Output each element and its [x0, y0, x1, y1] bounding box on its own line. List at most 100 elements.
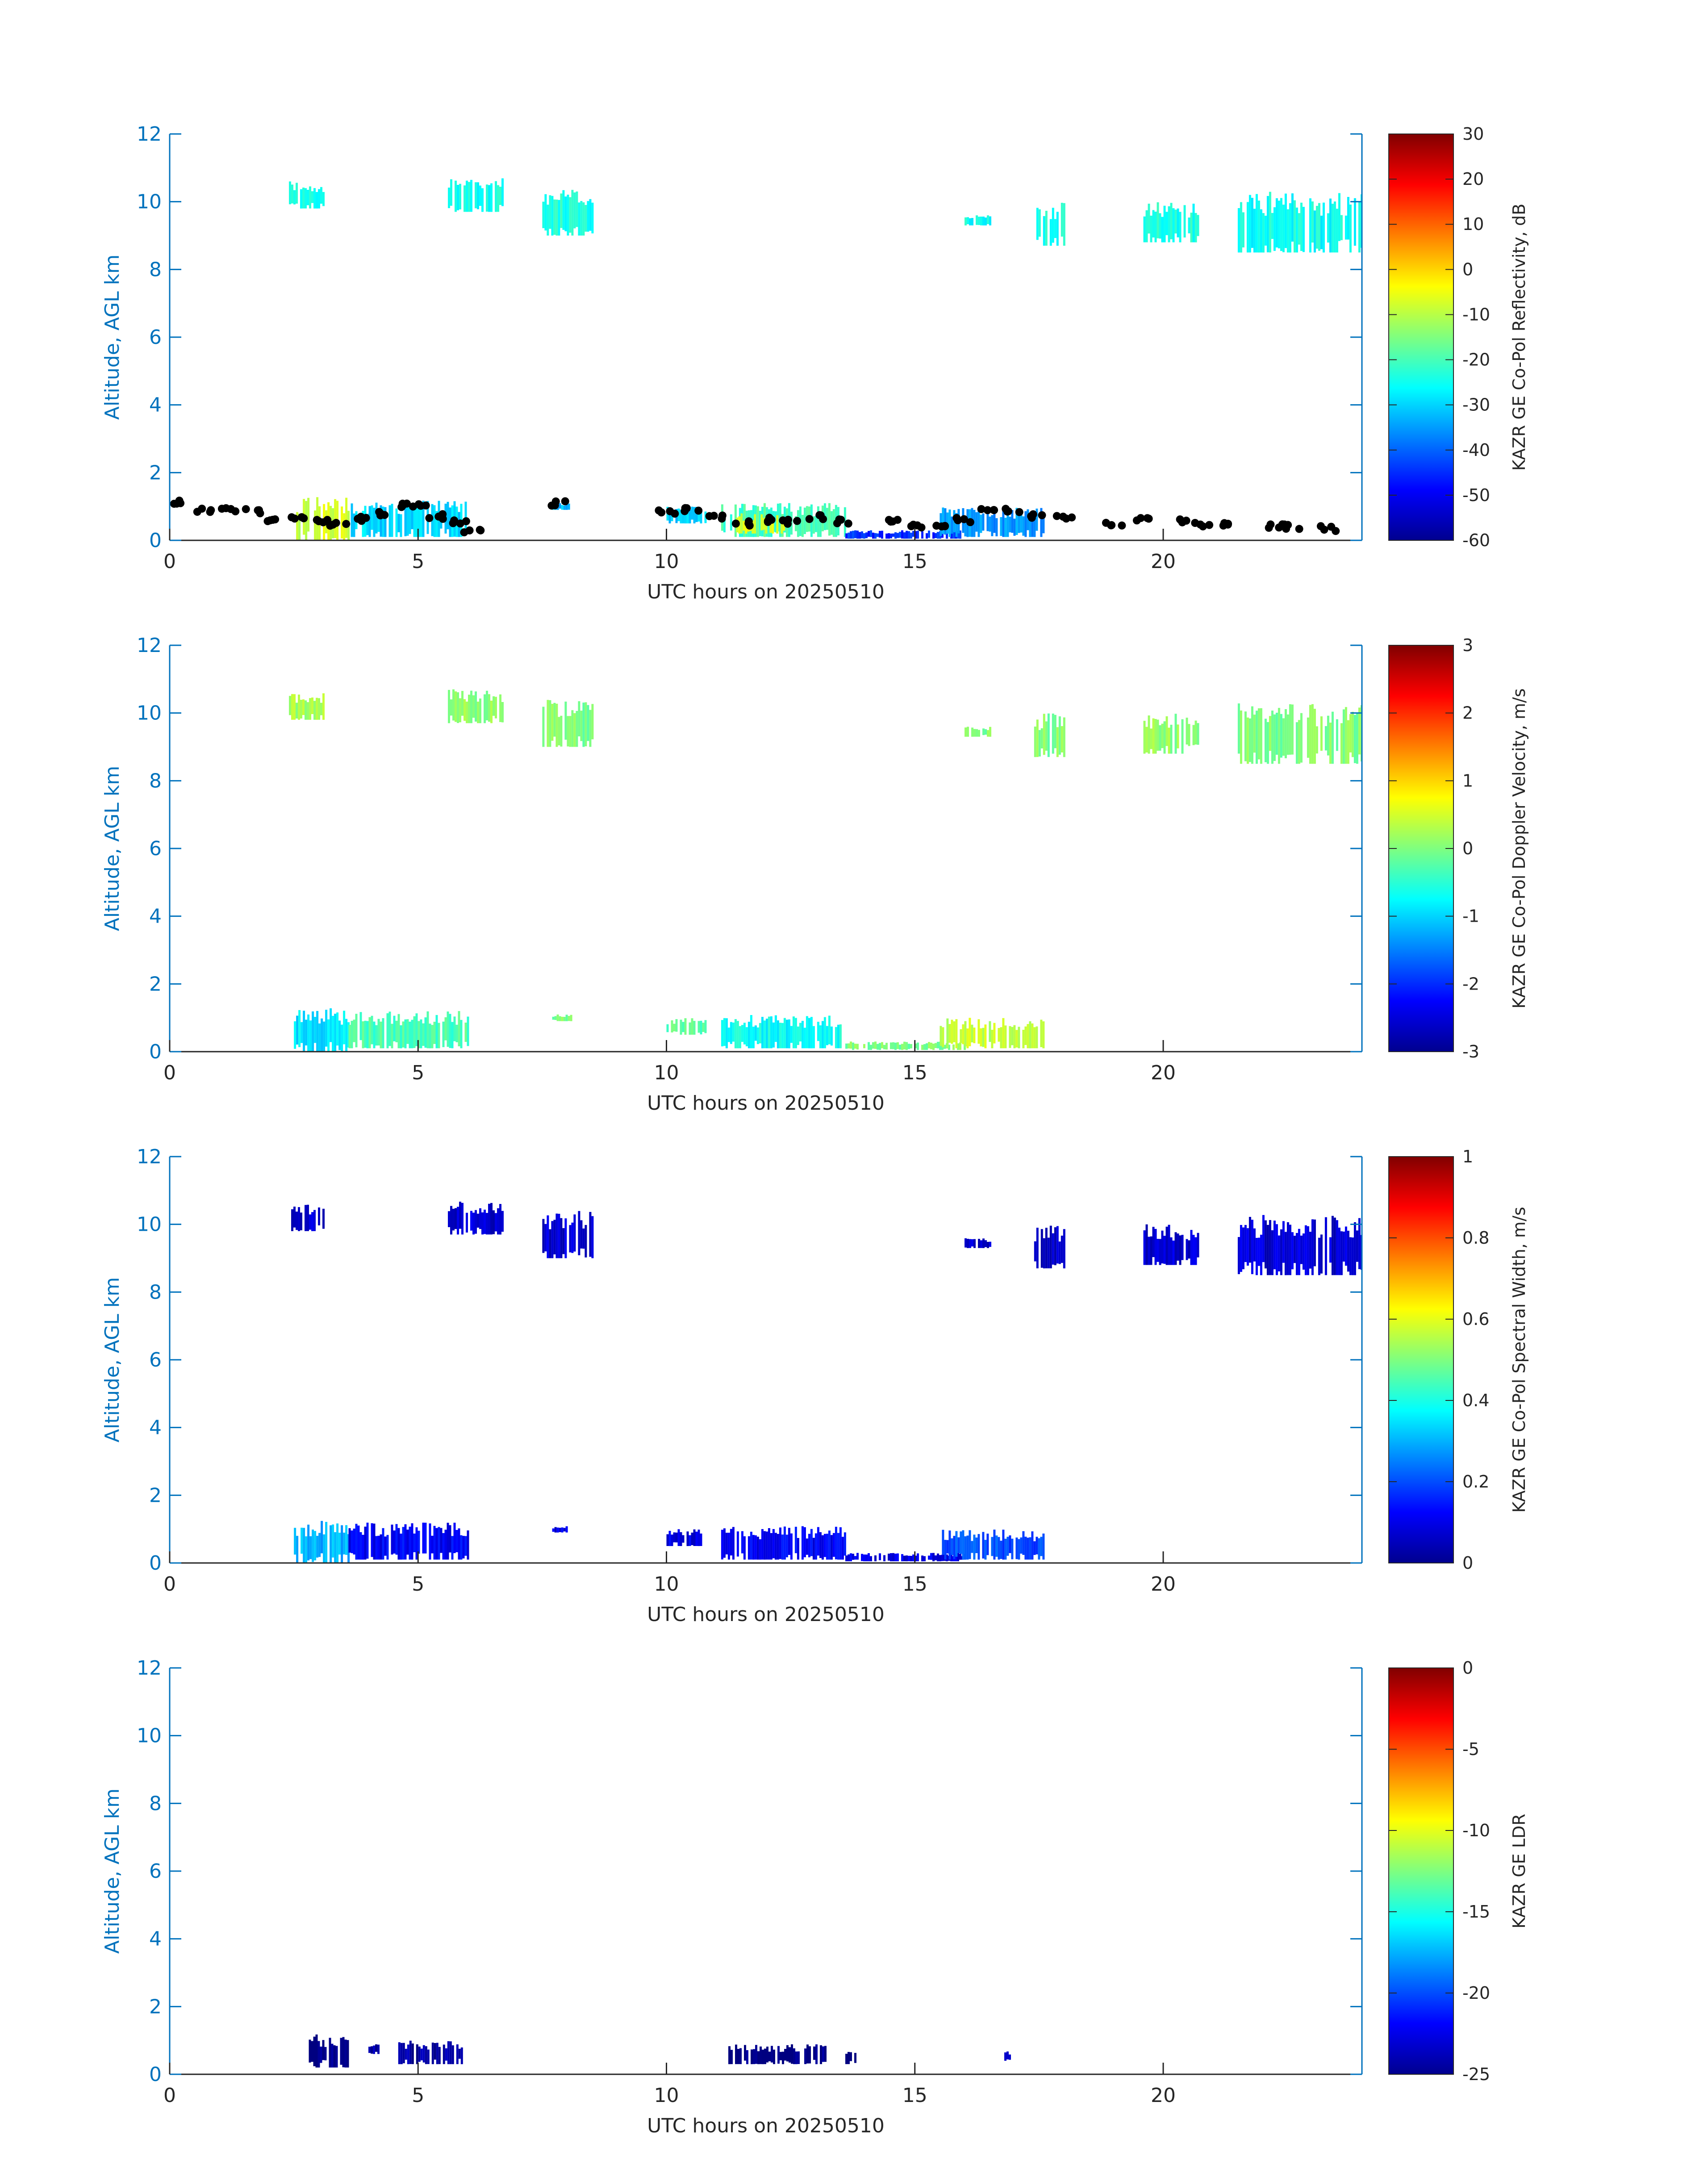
cloud-column	[420, 509, 422, 537]
cloud-column	[1197, 1233, 1199, 1258]
cloud-column	[554, 1016, 557, 1020]
cloud-column	[560, 193, 563, 228]
cloud-column	[801, 514, 804, 537]
cloud-column	[809, 2046, 811, 2064]
cloud-column	[978, 730, 980, 737]
cloud-column	[1170, 1237, 1173, 1265]
cloud-column	[915, 1043, 917, 1049]
cloud-column	[915, 1555, 917, 1562]
cloud-column	[845, 1043, 848, 1049]
cloud-column	[1013, 1025, 1016, 1049]
cloud-column	[571, 710, 574, 747]
cloud-column	[391, 504, 393, 537]
cloud-column	[1179, 1235, 1182, 1265]
cloud-column	[1148, 204, 1150, 234]
cloud-column	[559, 503, 561, 509]
cloud-column	[1266, 1224, 1269, 1275]
cloud-column	[780, 2052, 782, 2060]
cloud-column	[861, 1554, 863, 1561]
cloud-column	[567, 194, 569, 236]
cloud-column	[479, 1208, 481, 1229]
cloud-column	[1043, 1238, 1045, 1269]
cloud-column	[1347, 197, 1349, 240]
cloud-column	[451, 1536, 454, 1560]
cloud-column	[1340, 1231, 1343, 1275]
cloud-column	[448, 1211, 450, 1227]
cloud-column	[445, 2048, 447, 2061]
cloud-column	[495, 1213, 497, 1232]
cloud-column	[311, 2041, 313, 2062]
cloud-column	[948, 1024, 951, 1043]
cloud-column	[402, 2043, 405, 2064]
cloud-column	[982, 1238, 985, 1248]
cloud-column	[431, 1025, 434, 1049]
cloud-column	[865, 1554, 868, 1562]
cloud-column	[1320, 716, 1323, 751]
cloud-column	[932, 532, 935, 539]
cloud-column	[1058, 716, 1061, 755]
cloud-column	[413, 1534, 416, 1552]
cloud-column	[686, 507, 689, 524]
cloud-column	[1148, 715, 1150, 754]
cloud-column	[942, 1529, 944, 1555]
cloud-column	[832, 1533, 835, 1557]
cloud-column	[1181, 719, 1184, 754]
cloud-column	[309, 698, 311, 720]
cloud-column	[1289, 203, 1291, 253]
cloud-column	[347, 2040, 349, 2068]
cloud-column	[1360, 705, 1362, 762]
colorbar-tick-label: 0	[1462, 1553, 1473, 1573]
cloud-column	[373, 1523, 376, 1560]
cloud-column	[418, 1021, 420, 1049]
cloud-column	[1056, 1226, 1059, 1264]
cloud-column	[978, 217, 980, 225]
cloud-column	[449, 2041, 452, 2064]
cloud-column	[850, 531, 852, 539]
cloud-column	[973, 1534, 976, 1560]
cloud-column	[303, 1011, 305, 1052]
cloud-column	[559, 1528, 561, 1532]
cloud-column	[573, 713, 576, 747]
cloud-column	[305, 1536, 308, 1563]
cloud-column	[671, 1020, 673, 1032]
cloud-column	[730, 514, 732, 531]
cloud-column	[962, 1024, 965, 1045]
cloud-column	[1036, 719, 1039, 757]
cloud-column	[563, 1017, 566, 1021]
cloud-column	[890, 1042, 892, 1049]
cloud-column	[1269, 192, 1271, 253]
cloud-column	[792, 1016, 795, 1049]
colorbar-tick-label: 0.8	[1462, 1228, 1489, 1248]
cloud-column	[976, 729, 978, 737]
cloud-column	[1040, 1537, 1043, 1556]
cloud-column	[1040, 728, 1043, 748]
cloud-column	[422, 501, 425, 537]
cloud-column	[1015, 1030, 1018, 1048]
cloud-column	[464, 1022, 467, 1042]
colorbar-tick-label: 0	[1462, 1658, 1473, 1678]
cloud-column	[1333, 1217, 1336, 1275]
cloud-column	[348, 1528, 351, 1553]
cloud-column	[879, 1043, 881, 1050]
cloud-column	[495, 181, 497, 212]
cloud-column	[815, 2044, 818, 2064]
cloud-column	[799, 1023, 802, 1042]
cloud-column	[917, 1042, 919, 1050]
cloud-column	[812, 516, 815, 534]
cloud-column	[479, 185, 481, 206]
cloud-base-point	[217, 505, 226, 513]
cloud-column	[957, 1043, 959, 1050]
cloud-column	[759, 1023, 761, 1044]
cloud-column	[734, 1019, 737, 1049]
cloud-column	[906, 1555, 908, 1562]
cloud-column	[761, 1017, 764, 1049]
cloud-column	[450, 1206, 452, 1235]
cloud-column	[1061, 203, 1063, 237]
cloud-column	[580, 710, 583, 741]
cloud-column	[443, 2044, 445, 2064]
cloud-column	[1358, 1218, 1361, 1270]
cloud-region	[309, 2034, 349, 2068]
cloud-column	[870, 530, 872, 537]
cloud-column	[305, 700, 307, 720]
